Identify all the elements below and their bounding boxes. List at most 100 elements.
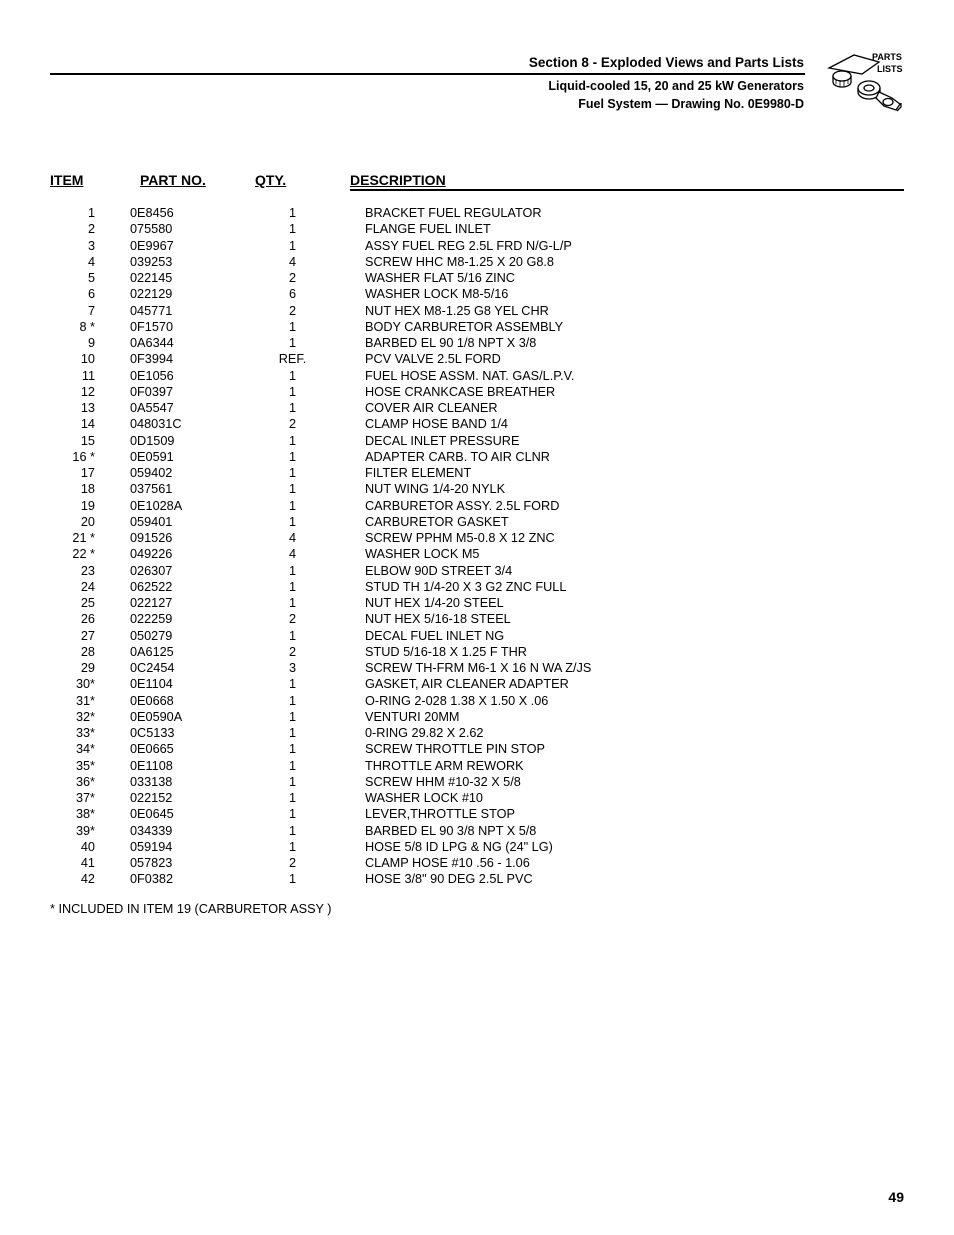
cell-item: 36*: [50, 774, 130, 790]
cell-qty: 1: [250, 319, 335, 335]
cell-qty: 1: [250, 384, 335, 400]
cell-desc: DECAL FUEL INLET NG: [335, 628, 904, 644]
table-row: 20755801FLANGE FUEL INLET: [50, 221, 904, 237]
cell-item: 25: [50, 595, 130, 611]
cell-desc: WASHER LOCK M8-5/16: [335, 286, 904, 302]
cell-desc: COVER AIR CLEANER: [335, 400, 904, 416]
cell-part: 0F0382: [130, 871, 250, 887]
cell-desc: O-RING 2-028 1.38 X 1.50 X .06: [335, 693, 904, 709]
cell-part: 059194: [130, 839, 250, 855]
cell-item: 2: [50, 221, 130, 237]
cell-item: 41: [50, 855, 130, 871]
cell-desc: FLANGE FUEL INLET: [335, 221, 904, 237]
cell-item: 16 *: [50, 449, 130, 465]
cell-desc: NUT HEX M8-1.25 G8 YEL CHR: [335, 303, 904, 319]
cell-item: 7: [50, 303, 130, 319]
table-row: 33*0C513310-RING 29.82 X 2.62: [50, 725, 904, 741]
table-row: 290C24543SCREW TH-FRM M6-1 X 16 N WA Z/J…: [50, 660, 904, 676]
cell-item: 4: [50, 254, 130, 270]
cell-qty: 1: [250, 806, 335, 822]
cell-qty: 1: [250, 481, 335, 497]
cell-part: 033138: [130, 774, 250, 790]
cell-part: 0C5133: [130, 725, 250, 741]
table-row: 16 *0E05911ADAPTER CARB. TO AIR CLNR: [50, 449, 904, 465]
cell-part: 022152: [130, 790, 250, 806]
table-row: 250221271NUT HEX 1/4-20 STEEL: [50, 595, 904, 611]
table-row: 200594011CARBURETOR GASKET: [50, 514, 904, 530]
cell-item: 8 *: [50, 319, 130, 335]
table-row: 35*0E11081THROTTLE ARM REWORK: [50, 758, 904, 774]
cell-desc: HOSE CRANKCASE BREATHER: [335, 384, 904, 400]
cell-part: 0D1509: [130, 433, 250, 449]
cell-qty: 1: [250, 741, 335, 757]
section-title: Section 8 - Exploded Views and Parts Lis…: [529, 55, 804, 72]
cell-item: 3: [50, 238, 130, 254]
table-row: 120F03971HOSE CRANKCASE BREATHER: [50, 384, 904, 400]
cell-qty: 1: [250, 465, 335, 481]
subtitle-line-2: Fuel System — Drawing No. 0E9980-D: [529, 96, 804, 114]
cell-desc: BARBED EL 90 1/8 NPT X 3/8: [335, 335, 904, 351]
cell-desc: WASHER FLAT 5/16 ZINC: [335, 270, 904, 286]
table-row: 420F03821HOSE 3/8" 90 DEG 2.5L PVC: [50, 871, 904, 887]
cell-qty: 1: [250, 579, 335, 595]
cell-qty: 1: [250, 839, 335, 855]
logo-text-parts: PARTS: [872, 52, 902, 62]
cell-item: 9: [50, 335, 130, 351]
cell-item: 21 *: [50, 530, 130, 546]
cell-desc: LEVER,THROTTLE STOP: [335, 806, 904, 822]
cell-part: 0E0591: [130, 449, 250, 465]
table-row: 410578232CLAMP HOSE #10 .56 - 1.06: [50, 855, 904, 871]
cell-qty: 1: [250, 709, 335, 725]
table-row: 50221452WASHER FLAT 5/16 ZINC: [50, 270, 904, 286]
cell-item: 13: [50, 400, 130, 416]
cell-qty: 4: [250, 254, 335, 270]
cell-part: 0F3994: [130, 351, 250, 367]
cell-part: 0E0645: [130, 806, 250, 822]
table-row: 70457712NUT HEX M8-1.25 G8 YEL CHR: [50, 303, 904, 319]
cell-item: 31*: [50, 693, 130, 709]
cell-desc: GASKET, AIR CLEANER ADAPTER: [335, 676, 904, 692]
cell-desc: NUT WING 1/4-20 NYLK: [335, 481, 904, 497]
cell-qty: 4: [250, 530, 335, 546]
table-row: 270502791DECAL FUEL INLET NG: [50, 628, 904, 644]
cell-part: 0F0397: [130, 384, 250, 400]
cell-desc: SCREW THROTTLE PIN STOP: [335, 741, 904, 757]
cell-part: 0C2454: [130, 660, 250, 676]
cell-desc: CLAMP HOSE #10 .56 - 1.06: [335, 855, 904, 871]
table-row: 190E1028A1CARBURETOR ASSY. 2.5L FORD: [50, 498, 904, 514]
cell-desc: CARBURETOR GASKET: [335, 514, 904, 530]
cell-desc: ASSY FUEL REG 2.5L FRD N/G-L/P: [335, 238, 904, 254]
cell-part: 059401: [130, 514, 250, 530]
cell-desc: WASHER LOCK M5: [335, 546, 904, 562]
cell-item: 22 *: [50, 546, 130, 562]
cell-desc: FILTER ELEMENT: [335, 465, 904, 481]
cell-qty: 1: [250, 335, 335, 351]
cell-desc: SCREW TH-FRM M6-1 X 16 N WA Z/JS: [335, 660, 904, 676]
table-row: 14048031C2CLAMP HOSE BAND 1/4: [50, 416, 904, 432]
cell-desc: 0-RING 29.82 X 2.62: [335, 725, 904, 741]
cell-desc: VENTURI 20MM: [335, 709, 904, 725]
cell-desc: ADAPTER CARB. TO AIR CLNR: [335, 449, 904, 465]
cell-desc: SCREW HHC M8-1.25 X 20 G8.8: [335, 254, 904, 270]
cell-item: 5: [50, 270, 130, 286]
cell-item: 35*: [50, 758, 130, 774]
cell-part: 022129: [130, 286, 250, 302]
cell-qty: 2: [250, 303, 335, 319]
table-row: 30*0E11041GASKET, AIR CLEANER ADAPTER: [50, 676, 904, 692]
table-row: 260222592NUT HEX 5/16-18 STEEL: [50, 611, 904, 627]
cell-part: 0E9967: [130, 238, 250, 254]
cell-item: 19: [50, 498, 130, 514]
cell-desc: CARBURETOR ASSY. 2.5L FORD: [335, 498, 904, 514]
cell-item: 10: [50, 351, 130, 367]
cell-part: 039253: [130, 254, 250, 270]
cell-qty: 1: [250, 449, 335, 465]
cell-item: 11: [50, 368, 130, 384]
cell-desc: SCREW HHM #10-32 X 5/8: [335, 774, 904, 790]
cell-part: 037561: [130, 481, 250, 497]
parts-lists-icon: PARTS LISTS: [824, 50, 904, 115]
cell-item: 34*: [50, 741, 130, 757]
cell-qty: 3: [250, 660, 335, 676]
cell-qty: 1: [250, 790, 335, 806]
cell-part: 0A5547: [130, 400, 250, 416]
cell-part: 050279: [130, 628, 250, 644]
